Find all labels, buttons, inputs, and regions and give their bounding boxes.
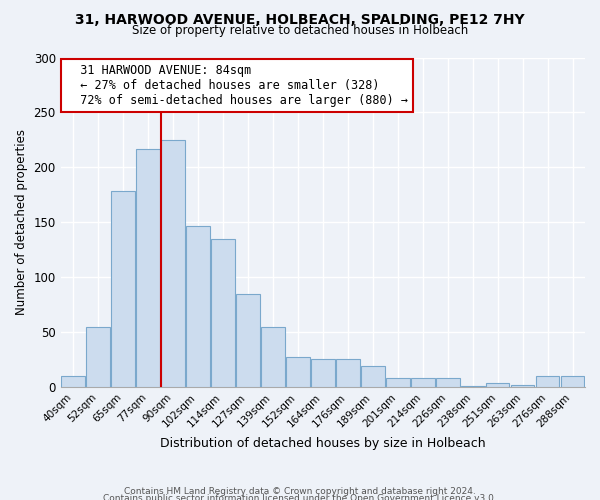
Bar xyxy=(436,378,460,387)
Bar xyxy=(361,366,385,387)
Bar xyxy=(286,358,310,387)
Bar xyxy=(86,326,110,387)
Text: 31, HARWOOD AVENUE, HOLBEACH, SPALDING, PE12 7HY: 31, HARWOOD AVENUE, HOLBEACH, SPALDING, … xyxy=(75,12,525,26)
Bar xyxy=(336,360,359,387)
Bar xyxy=(461,386,485,387)
Bar xyxy=(411,378,434,387)
Bar xyxy=(61,376,85,387)
Bar xyxy=(560,376,584,387)
Bar xyxy=(536,376,559,387)
Bar xyxy=(311,360,335,387)
Text: 31 HARWOOD AVENUE: 84sqm
  ← 27% of detached houses are smaller (328)
  72% of s: 31 HARWOOD AVENUE: 84sqm ← 27% of detach… xyxy=(66,64,408,107)
Bar xyxy=(486,382,509,387)
Bar xyxy=(161,140,185,387)
Bar xyxy=(111,192,135,387)
Bar xyxy=(386,378,410,387)
Bar xyxy=(511,385,535,387)
Text: Contains public sector information licensed under the Open Government Licence v3: Contains public sector information licen… xyxy=(103,494,497,500)
Text: Size of property relative to detached houses in Holbeach: Size of property relative to detached ho… xyxy=(132,24,468,37)
Bar xyxy=(261,326,285,387)
Bar xyxy=(211,238,235,387)
Bar xyxy=(186,226,210,387)
Y-axis label: Number of detached properties: Number of detached properties xyxy=(15,129,28,315)
X-axis label: Distribution of detached houses by size in Holbeach: Distribution of detached houses by size … xyxy=(160,437,485,450)
Bar xyxy=(236,294,260,387)
Text: Contains HM Land Registry data © Crown copyright and database right 2024.: Contains HM Land Registry data © Crown c… xyxy=(124,487,476,496)
Bar xyxy=(136,148,160,387)
